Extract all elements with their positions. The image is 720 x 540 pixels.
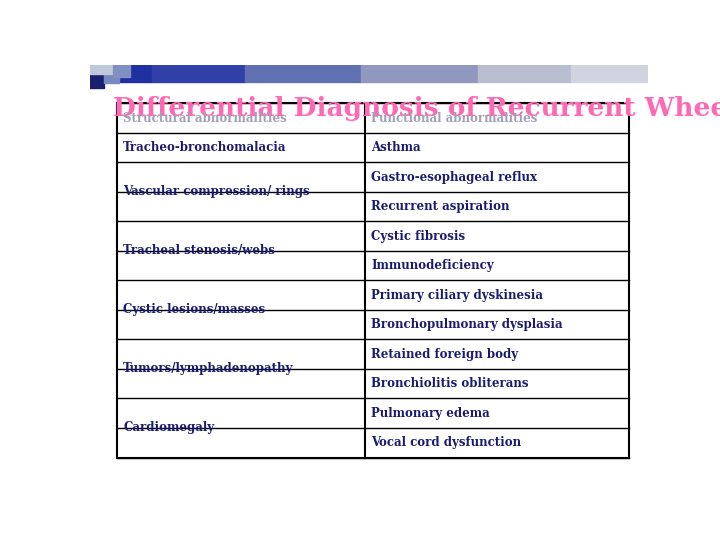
Bar [152,65,245,82]
Text: Pulmonary edema: Pulmonary edema [372,407,490,420]
Text: Differential Diagnosis of Recurrent Wheeze:: Differential Diagnosis of Recurrent Whee… [113,96,720,120]
Text: Cardiomegaly: Cardiomegaly [123,422,215,435]
Text: Cystic fibrosis: Cystic fibrosis [372,230,465,242]
Text: Tumors/lymphadenopathy: Tumors/lymphadenopathy [123,362,294,375]
Text: Asthma: Asthma [372,141,421,154]
Bar [570,65,648,82]
Bar [90,65,152,82]
Text: Primary ciliary dyskinesia: Primary ciliary dyskinesia [372,289,544,302]
Bar [477,65,570,82]
Text: Vocal cord dysfunction: Vocal cord dysfunction [372,436,521,449]
Text: Tracheo-bronchomalacia: Tracheo-bronchomalacia [123,141,287,154]
Bar [361,65,477,82]
Text: Vascular compression/ rings: Vascular compression/ rings [123,185,310,198]
Text: Tracheal stenosis/webs: Tracheal stenosis/webs [123,245,275,258]
Text: Cystic lesions/masses: Cystic lesions/masses [123,303,266,316]
Text: Functional abnormalities: Functional abnormalities [372,112,538,125]
Text: Retained foreign body: Retained foreign body [372,348,518,361]
Bar [104,74,120,83]
Text: Bronchiolitis obliterans: Bronchiolitis obliterans [372,377,528,390]
Bar [245,65,361,82]
Text: Immunodeficiency: Immunodeficiency [372,259,494,272]
Text: Gastro-esophageal reflux: Gastro-esophageal reflux [372,171,537,184]
Bar [90,74,104,88]
Text: Recurrent aspiration: Recurrent aspiration [372,200,510,213]
Text: Bronchopulmonary dysplasia: Bronchopulmonary dysplasia [372,318,563,331]
Bar [90,65,113,74]
Bar [117,103,629,457]
Bar [113,65,130,77]
Text: Structural abnormalities: Structural abnormalities [123,112,287,125]
